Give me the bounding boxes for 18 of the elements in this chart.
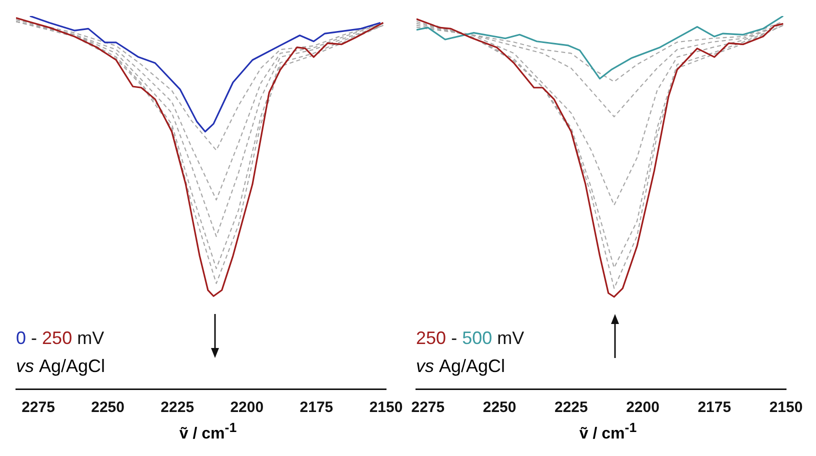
annotation: 0 - 250 mV	[16, 328, 104, 348]
x-tick-label: 2200	[230, 399, 264, 416]
annotation: vs Ag/AgCl	[416, 356, 506, 376]
x-tick-label: 2200	[626, 399, 660, 416]
x-tick-label: 2150	[769, 399, 803, 416]
x-axis-title: ṽ / cm$^{-1}$	[578, 420, 638, 444]
x-tick-label: 2150	[369, 399, 403, 416]
x-tick-label: 2275	[411, 399, 445, 416]
x-tick-label: 2225	[554, 399, 588, 416]
x-tick-label: 2250	[91, 399, 124, 416]
x-tick-label: 2275	[22, 399, 55, 416]
x-axis-title: ṽ / cm$^{-1}$	[178, 420, 238, 444]
x-tick-label: 2175	[698, 399, 732, 416]
x-tick-label: 2225	[160, 399, 194, 416]
x-tick-label: 2175	[300, 399, 334, 416]
annotation: 250 - 500 mV	[416, 328, 524, 348]
annotation: vs Ag/AgCl	[16, 356, 106, 376]
x-tick-label: 2250	[482, 399, 516, 416]
